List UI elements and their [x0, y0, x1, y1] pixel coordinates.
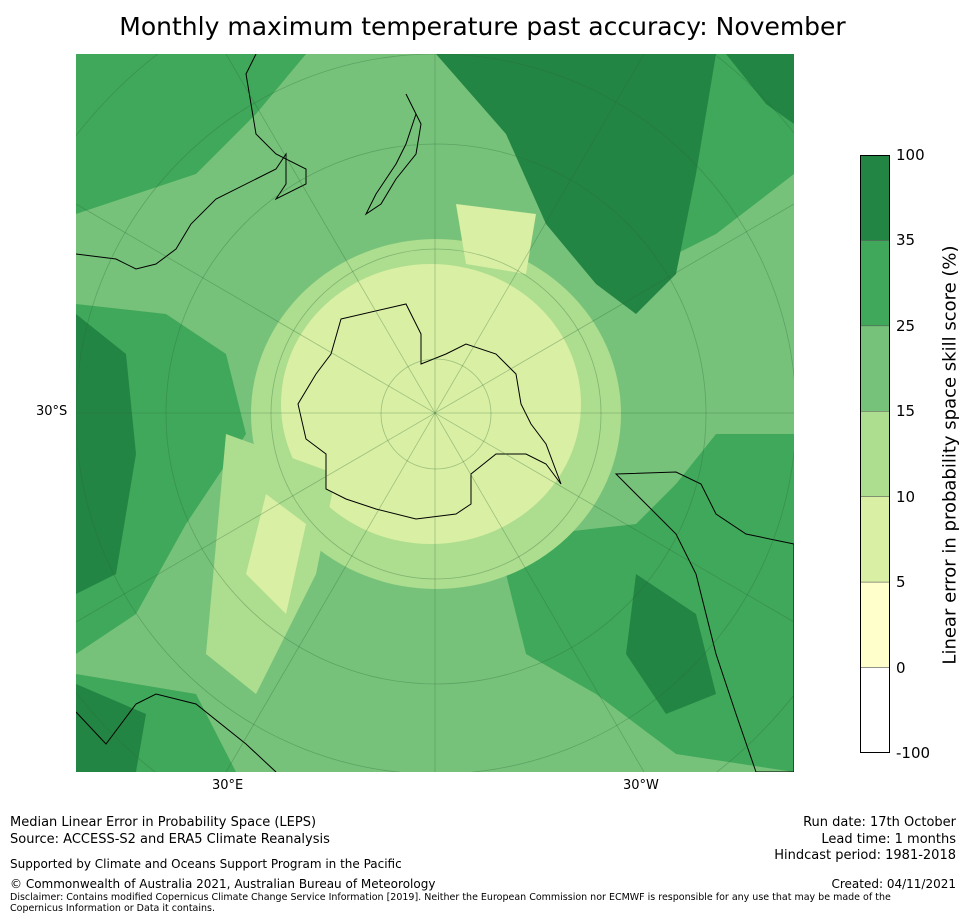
latitude-label: 30°S — [36, 404, 68, 419]
colorbar-bin — [860, 667, 890, 753]
antarctica-coastline — [297, 303, 562, 520]
south-america-coastline — [614, 471, 794, 772]
source-text: Source: ACCESS-S2 and ERA5 Climate Reana… — [10, 832, 330, 847]
method-text: Median Linear Error in Probability Space… — [10, 815, 317, 830]
colorbar-tick-label: 35 — [896, 231, 916, 250]
africa-coastline — [76, 693, 277, 772]
support-text: Supported by Climate and Oceans Support … — [10, 857, 402, 871]
very-high-skill-regions — [76, 54, 794, 772]
copyright-text: © Commonwealth of Australia 2021, Austra… — [10, 877, 436, 891]
graticule — [76, 54, 794, 772]
colorbar-tick-label: 10 — [896, 487, 916, 506]
colorbar-label: Linear error in probability space skill … — [939, 245, 961, 665]
longitude-label-east: 30°E — [212, 778, 244, 793]
run-date-text: Run date: 17th October — [803, 815, 956, 830]
skill-score-map — [76, 54, 794, 772]
colorbar — [860, 155, 890, 753]
hindcast-text: Hindcast period: 1981-2018 — [774, 848, 956, 863]
australia-coastline — [76, 54, 307, 270]
colorbar-bin — [860, 581, 890, 668]
lead-time-text: Lead time: 1 months — [821, 832, 956, 847]
created-text: Created: 04/11/2021 — [831, 877, 956, 891]
colorbar-tick-label: 0 — [896, 658, 906, 677]
new-zealand-coastline — [364, 93, 422, 216]
colorbar-tick-label: 5 — [896, 573, 906, 592]
colorbar-bin — [860, 240, 890, 327]
colorbar-tick-label: -100 — [896, 744, 931, 762]
disclaimer-text: Disclaimer: Contains modified Copernicus… — [10, 892, 891, 914]
colorbar-bin — [860, 496, 890, 583]
colorbar-bin — [860, 411, 890, 497]
colorbar-tick-label: 100 — [896, 146, 925, 164]
chart-title: Monthly maximum temperature past accurac… — [119, 12, 846, 41]
colorbar-bin — [860, 325, 890, 412]
longitude-label-west: 30°W — [623, 778, 659, 793]
colorbar-tick-label: 15 — [896, 402, 916, 421]
colorbar-bin — [860, 155, 890, 241]
colorbar-tick-label: 25 — [896, 316, 916, 335]
